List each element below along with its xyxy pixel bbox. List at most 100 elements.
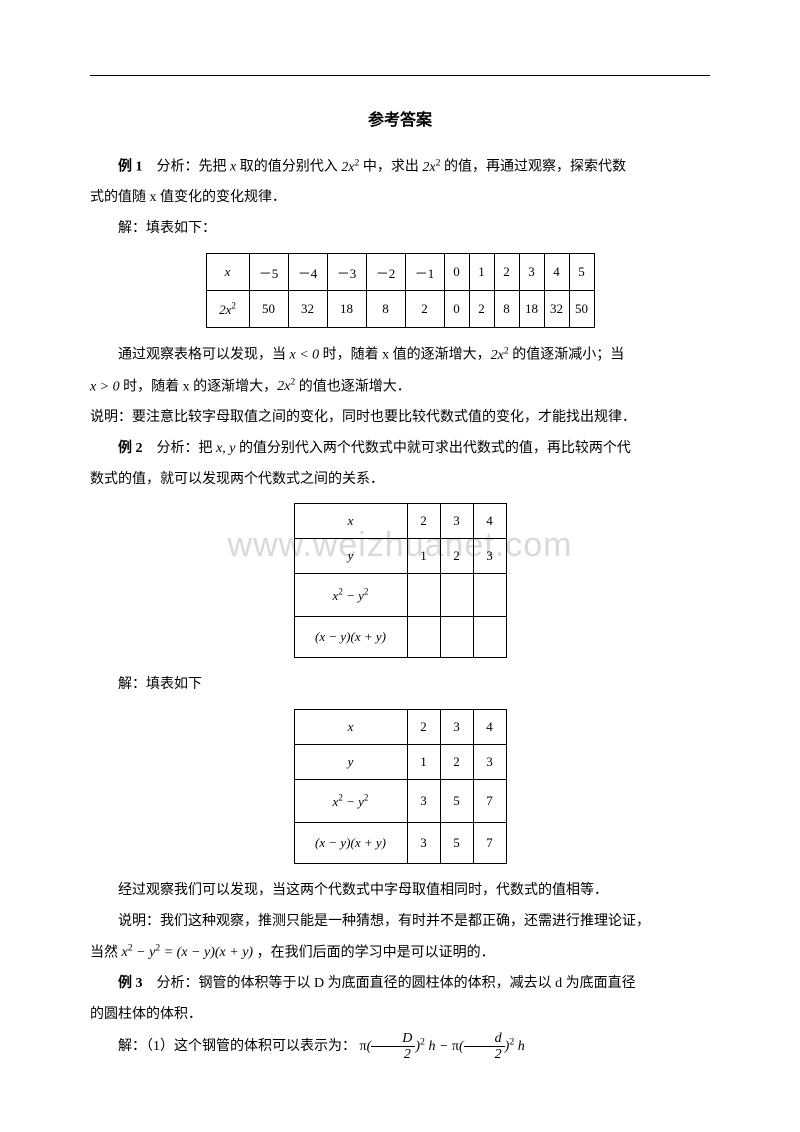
- ex1-note: 说明：要注意比较字母取值之间的变化，同时也要比较代数式值的变化，才能找出规律．: [90, 403, 710, 434]
- ex1-analysis: 例 1 分析：先把 x 取的值分别代入 2x2 中，求出 2x2 的值，再通过观…: [90, 152, 710, 183]
- t: d: [464, 1031, 505, 1047]
- cell: －3: [327, 254, 366, 291]
- table-row: x 234: [294, 710, 506, 745]
- ex2-note1: 说明：我们这种观察，推测只能是一种猜想，有时并不是都正确，还需进行推理论证，: [90, 907, 710, 938]
- table-row: x2 − y2: [294, 574, 506, 617]
- cell: y: [348, 754, 354, 769]
- ex1-obs2: x > 0 时，随着 x 的逐渐增大，2x2 的值也逐渐增大．: [90, 372, 710, 403]
- t: 时，随着 x 值的逐渐增大，: [319, 348, 491, 363]
- cell: 2: [469, 291, 494, 328]
- t: x < 0: [290, 348, 320, 363]
- cell: 18: [327, 291, 366, 328]
- ex1-solve-intro: 解：填表如下：: [90, 214, 710, 245]
- cell: 8: [366, 291, 405, 328]
- cell: 0: [444, 254, 469, 291]
- t: 当然: [90, 945, 122, 960]
- ex1-label: 例 1: [118, 160, 143, 175]
- t: 2: [464, 1047, 505, 1062]
- t: 的值逐渐减小；当: [509, 348, 625, 363]
- t: 取的值分别代入: [236, 160, 341, 175]
- cell: 50: [569, 291, 594, 328]
- cell: x: [348, 719, 354, 734]
- t: 分析：先把: [157, 160, 231, 175]
- table-row: x234: [294, 504, 506, 539]
- content: 参考答案 例 1 分析：先把 x 取的值分别代入 2x2 中，求出 2x2 的值…: [90, 106, 710, 1063]
- t: 通过观察表格可以发现，当: [118, 348, 290, 363]
- cell: 3: [519, 254, 544, 291]
- cell: 4: [473, 504, 506, 539]
- cell: 7: [473, 823, 506, 864]
- cell: x: [225, 264, 231, 279]
- cell: －2: [366, 254, 405, 291]
- cell: 2: [405, 291, 444, 328]
- ex2-table-2: x234 y123 x2 − y2357 (x − y)(x + y)357: [294, 709, 507, 864]
- cell: －4: [288, 254, 327, 291]
- cell: 3: [440, 504, 473, 539]
- ex2-table-1: x234 y 123 x2 − y2 (x − y)(x + y): [294, 503, 507, 658]
- ex1-obs: 通过观察表格可以发现，当 x < 0 时，随着 x 值的逐渐增大，2x2 的值逐…: [90, 340, 710, 371]
- cell: 18: [519, 291, 544, 328]
- t: ，在我们后面的学习中是可以证明的．: [253, 945, 495, 960]
- cell: y: [348, 548, 354, 563]
- cell: 2: [407, 710, 440, 745]
- t: x, y: [216, 441, 235, 456]
- cell: －1: [405, 254, 444, 291]
- cell: 1: [469, 254, 494, 291]
- ex3-solution: 解：（1）这个钢管的体积可以表示为： π(D2)2 h − π(d2)2 h: [90, 1031, 710, 1063]
- t: 分析：把: [157, 441, 217, 456]
- table-row: y123: [294, 745, 506, 780]
- cell: 1: [407, 539, 440, 574]
- cell: 5: [440, 823, 473, 864]
- ex2-note2: 当然 x2 − y2 = (x − y)(x + y) ，在我们后面的学习中是可…: [90, 938, 710, 969]
- cell: 7: [473, 780, 506, 823]
- cell: 4: [544, 254, 569, 291]
- cell: [440, 617, 473, 658]
- ex3-analysis: 例 3 分析：钢管的体积等于以 D 为底面直径的圆柱体的体积，减去以 d 为底面…: [90, 969, 710, 1000]
- table-row: 2x2 50 32 18 8 2 0 2 8 18 32 50: [206, 291, 594, 328]
- ex2-label: 例 2: [118, 441, 143, 456]
- cell: 3: [407, 823, 440, 864]
- cell: 4: [473, 710, 506, 745]
- cell: 32: [544, 291, 569, 328]
- cell: 3: [473, 539, 506, 574]
- t: 时，随着 x 的逐渐增大，: [120, 379, 278, 394]
- cell: 0: [444, 291, 469, 328]
- top-rule: [90, 75, 710, 76]
- cell: 5: [569, 254, 594, 291]
- cell: x: [348, 513, 354, 528]
- t: 的值，再通过观察，探索代数: [440, 160, 626, 175]
- t: x > 0: [90, 379, 120, 394]
- table-row: (x − y)(x + y): [294, 617, 506, 658]
- ex3-label: 例 3: [118, 976, 143, 991]
- t: D: [371, 1031, 415, 1047]
- ex1-table: x －5 －4 －3 －2 －1 0 1 2 3 4 5 2x2 50 32 1…: [206, 253, 595, 328]
- cell: 3: [440, 710, 473, 745]
- t: 分析：钢管的体积等于以 D 为底面直径的圆柱体的体积，减去以 d 为底面直径: [157, 976, 636, 991]
- cell: 2: [440, 745, 473, 780]
- ex2-solve-intro: 解：填表如下: [90, 670, 710, 701]
- t: 2: [371, 1047, 415, 1062]
- cell: 50: [249, 291, 288, 328]
- ex2-analysis-2: 数式的值，就可以发现两个代数式之间的关系．: [90, 465, 710, 496]
- cell: 3: [407, 780, 440, 823]
- ex2-obs: 经过观察我们可以发现，当这两个代数式中字母取值相同时，代数式的值相等．: [90, 876, 710, 907]
- ex2-analysis: 例 2 分析：把 x, y 的值分别代入两个代数式中就可求出代数式的值，再比较两…: [90, 434, 710, 465]
- page-title: 参考答案: [90, 106, 710, 130]
- cell: －5: [249, 254, 288, 291]
- t: 中，求出: [359, 160, 422, 175]
- cell: [473, 617, 506, 658]
- cell: 8: [494, 291, 519, 328]
- t: 的值也逐渐增大．: [295, 379, 411, 394]
- ex1-analysis-2: 式的值随 x 值变化的变化规律．: [90, 183, 710, 214]
- cell: [440, 574, 473, 617]
- table-row: (x − y)(x + y)357: [294, 823, 506, 864]
- t: 的值分别代入两个代数式中就可求出代数式的值，再比较两个代: [235, 441, 631, 456]
- table-row: y 123: [294, 539, 506, 574]
- cell: 2: [440, 539, 473, 574]
- ex3-formula: π(D2)2 h − π(d2)2 h: [360, 1039, 525, 1054]
- cell: 2: [494, 254, 519, 291]
- cell: [473, 574, 506, 617]
- cell: [407, 574, 440, 617]
- cell: [407, 617, 440, 658]
- cell: 3: [473, 745, 506, 780]
